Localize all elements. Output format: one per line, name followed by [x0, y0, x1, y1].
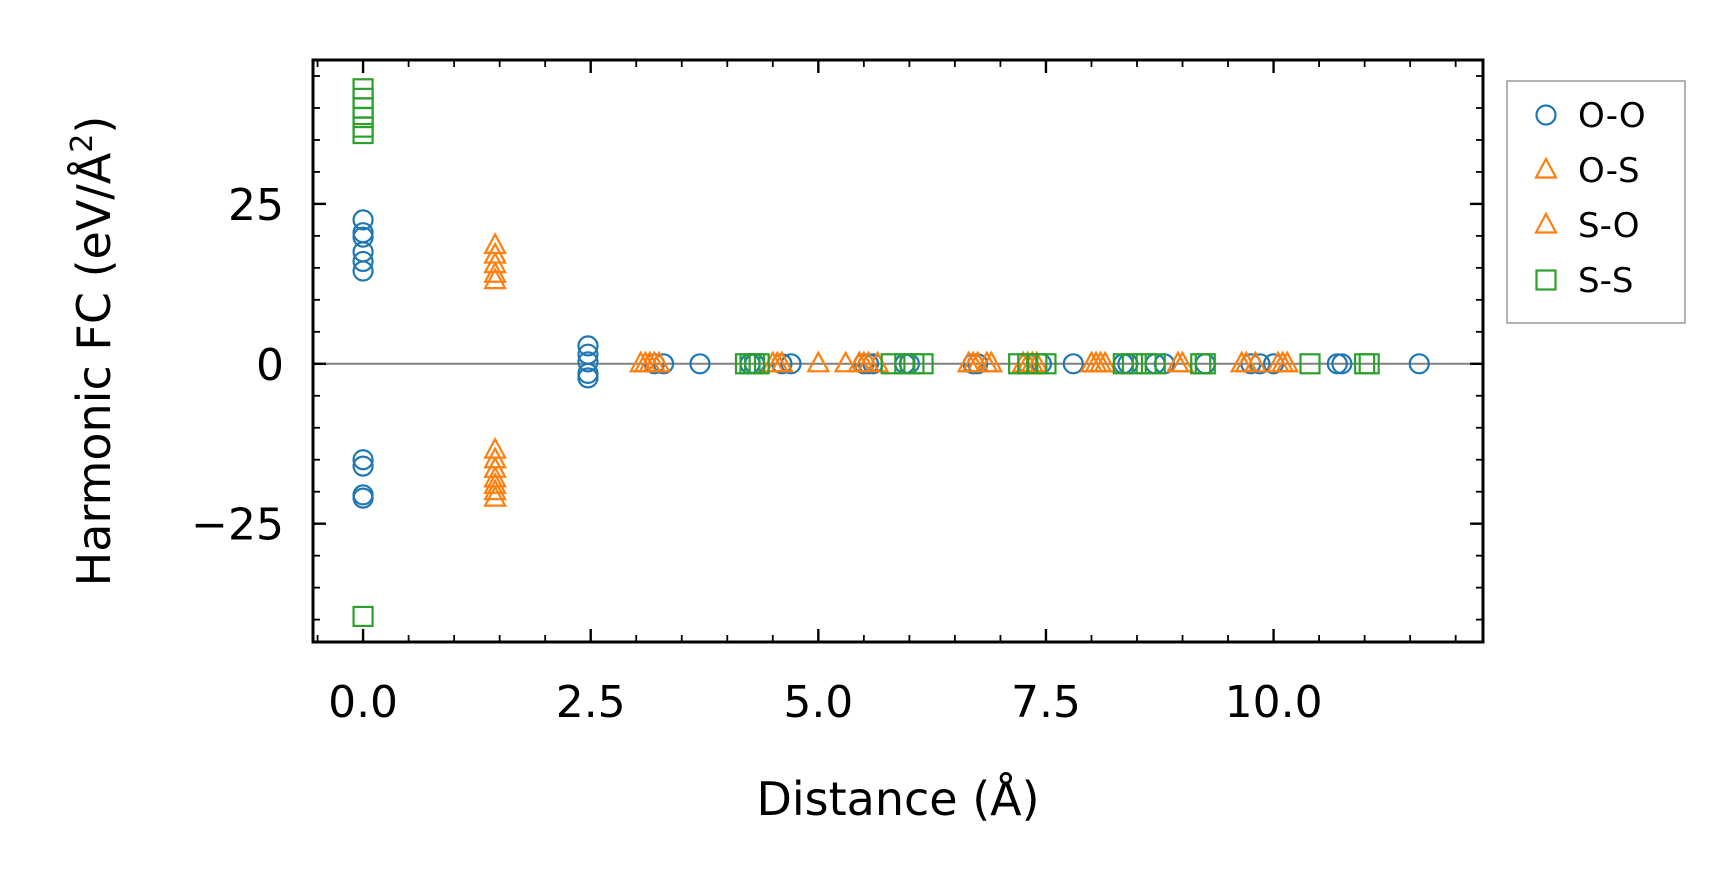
legend-entry-s-o: S-O [1534, 206, 1640, 246]
data-point-s-s [1194, 353, 1216, 375]
x-tick-label: 10.0 [1225, 677, 1323, 728]
legend-entry-s-s: S-S [1535, 261, 1633, 301]
data-point-o-o [689, 353, 711, 375]
legend: O-O O-S S-O S-S [1506, 80, 1686, 324]
data-point-s-o [979, 350, 1004, 373]
data-point-o-o [1408, 353, 1430, 375]
data-point-o-s [483, 484, 507, 507]
x-tick-label: 7.5 [1011, 677, 1081, 728]
legend-marker-s-s [1535, 269, 1557, 291]
data-point-o-s [483, 260, 507, 283]
legend-entry-o-o: O-O [1535, 96, 1646, 136]
legend-entry-o-s: O-S [1534, 151, 1640, 191]
data-point-o-s [483, 251, 507, 274]
data-point-o-o [352, 209, 374, 231]
data-point-s-s [912, 353, 934, 375]
data-point-s-o [1170, 350, 1195, 373]
legend-marker-s-o [1534, 211, 1558, 234]
y-axis-title-superscript: 2 [65, 134, 100, 153]
y-tick-label: 25 [228, 180, 284, 231]
data-point-o-s [483, 456, 507, 478]
data-point-o-s [1243, 350, 1268, 373]
y-tick-label: −25 [191, 500, 284, 551]
data-point-s-s [748, 353, 770, 375]
data-point-o-o [352, 487, 374, 509]
data-point-o-o [1062, 353, 1084, 375]
x-tick-label: 0.0 [328, 677, 398, 728]
data-point-o-o [577, 367, 599, 389]
data-point-o-s [806, 350, 831, 373]
data-point-o-o [352, 250, 374, 273]
data-point-s-o [847, 350, 872, 373]
legend-label: O-O [1578, 96, 1646, 136]
data-point-s-o [1093, 350, 1117, 373]
y-axis-title: Harmonic FC (eV/Å2) [65, 116, 121, 587]
tick-labels-layer: 0.0 2.5 5.0 7.5 10.0 −25 0 25 [191, 180, 1322, 728]
data-point-s-s [352, 605, 374, 628]
legend-marker-o-s [1534, 156, 1558, 179]
legend-label: O-S [1578, 151, 1640, 191]
data-point-o-s [483, 267, 507, 290]
data-point-o-o [577, 335, 599, 357]
data-point-o-o [352, 449, 374, 471]
series-o-s [483, 232, 1290, 507]
data-point-o-o [577, 351, 599, 373]
y-axis-title-close: ) [67, 116, 121, 134]
data-point-o-s [483, 471, 507, 494]
legend-marker-o-o [1535, 104, 1557, 126]
series-s-s [352, 78, 1380, 628]
data-point-s-o [642, 350, 667, 373]
data-point-s-s [1358, 353, 1380, 375]
data-point-o-o [1331, 353, 1353, 375]
data-point-s-o [765, 350, 790, 373]
plot-area-frame [311, 58, 1485, 644]
data-point-o-o [352, 260, 374, 282]
x-tick-label: 2.5 [556, 677, 626, 728]
data-point-s-s [1299, 353, 1321, 375]
legend-label: S-S [1578, 261, 1633, 301]
legend-entries: O-O O-S S-O S-S [1534, 96, 1646, 301]
legend-label: S-O [1578, 206, 1640, 246]
data-point-o-s [483, 478, 507, 501]
data-point-s-o [1275, 350, 1300, 373]
data-points-layer [352, 78, 1430, 628]
data-point-s-s [1144, 353, 1166, 375]
data-point-s-o [1229, 350, 1254, 373]
x-tick-label: 5.0 [783, 677, 853, 728]
data-point-s-s [1121, 353, 1144, 375]
data-point-s-s [352, 122, 374, 145]
y-axis-title-main: Harmonic FC (eV/Å [67, 152, 121, 586]
y-tick-label: 0 [256, 340, 284, 391]
data-point-s-s [880, 353, 902, 375]
data-point-s-s [1035, 353, 1057, 375]
data-point-o-o [352, 226, 374, 248]
data-point-s-o [961, 350, 985, 373]
axis-ticks-layer [313, 60, 1483, 642]
data-point-o-o [780, 353, 802, 375]
series-s-o [633, 350, 1300, 373]
data-point-o-s [833, 350, 858, 373]
data-point-o-o [352, 455, 374, 477]
x-axis-title: Distance (Å) [756, 772, 1039, 826]
